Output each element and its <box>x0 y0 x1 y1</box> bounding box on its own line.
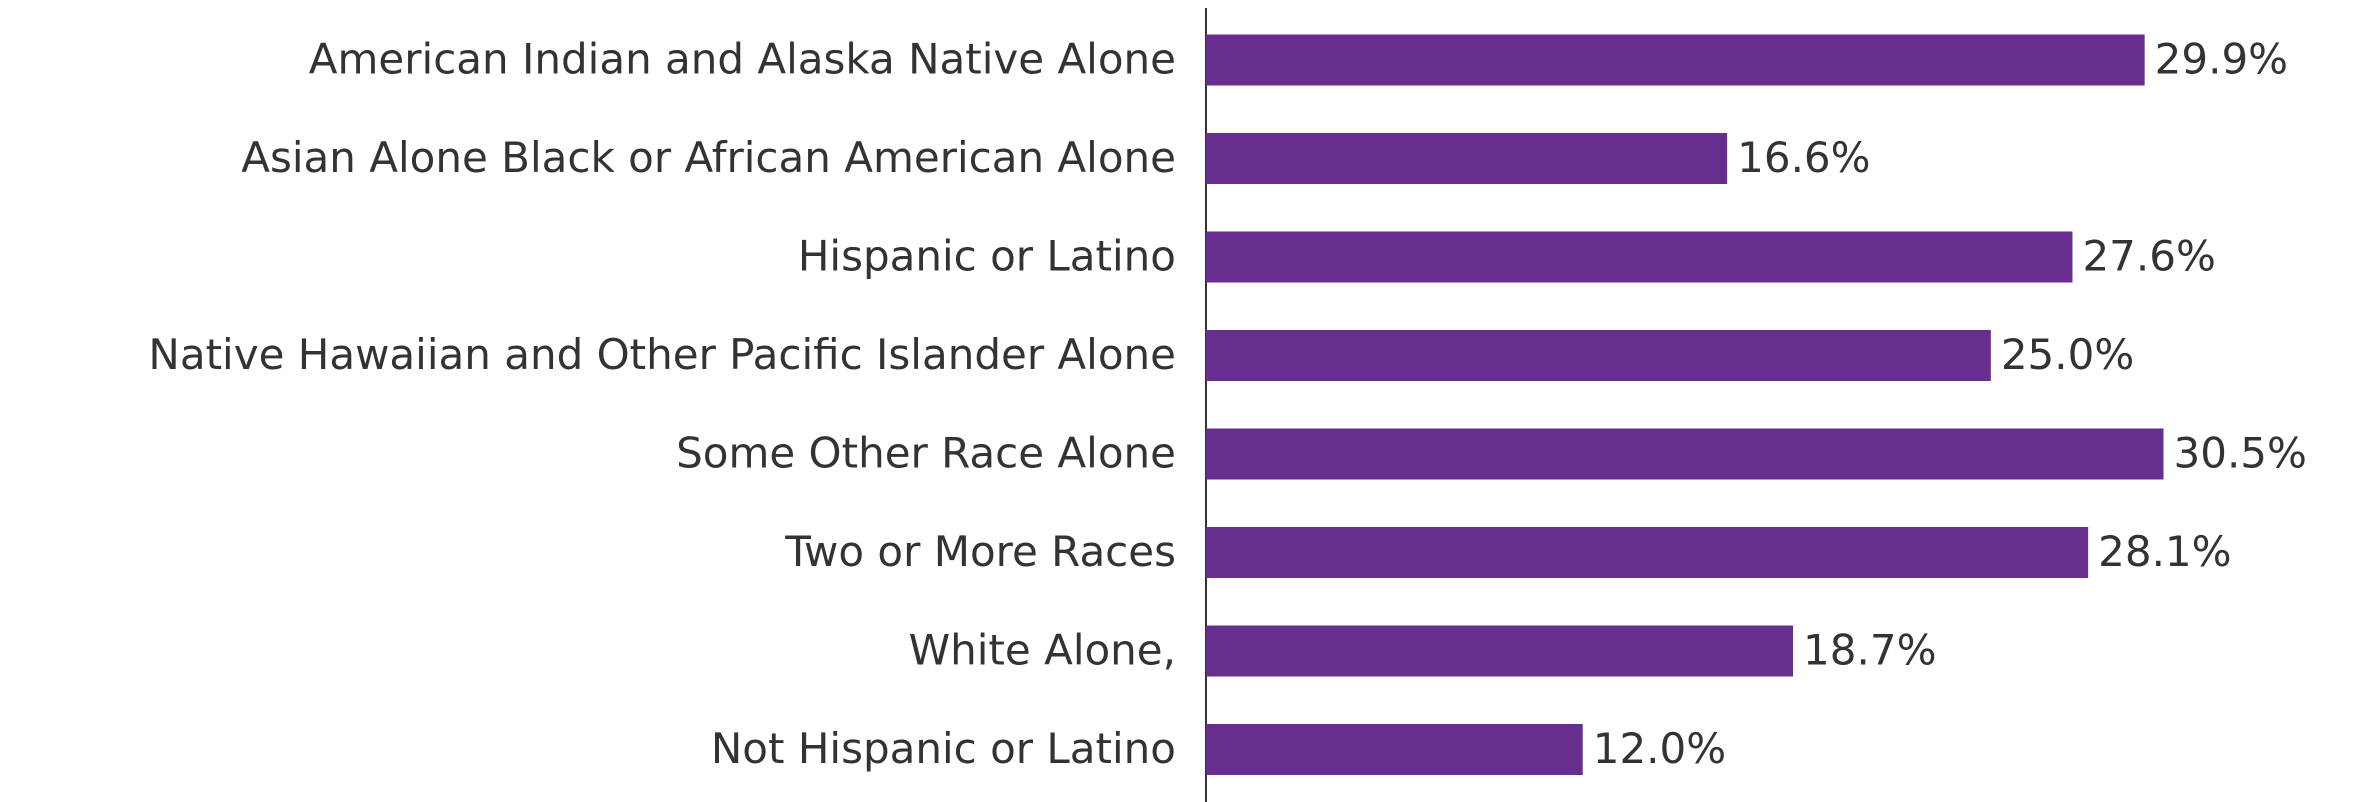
value-label: 27.6% <box>2082 232 2215 281</box>
y-tick-label: Two or More Races <box>784 527 1176 576</box>
bar <box>1206 133 1728 184</box>
bar <box>1206 724 1583 775</box>
value-label: 28.1% <box>2098 527 2231 576</box>
y-tick-label: American Indian and Alaska Native Alone <box>309 35 1176 84</box>
bar <box>1206 428 2164 480</box>
y-tick-label: Some Other Race Alone <box>676 429 1176 478</box>
bar <box>1206 231 2073 283</box>
bar <box>1206 625 1794 677</box>
y-tick-label: Native Hawaiian and Other Pacific Island… <box>148 330 1176 379</box>
y-tick-label: White Alone, <box>909 626 1176 675</box>
bar <box>1206 34 2145 86</box>
y-tick-label: Hispanic or Latino <box>798 232 1176 281</box>
value-label: 18.7% <box>1803 626 1936 675</box>
value-label: 16.6% <box>1737 133 1870 182</box>
value-label: 30.5% <box>2174 429 2307 478</box>
bar <box>1206 527 2089 578</box>
value-label: 12.0% <box>1593 724 1726 773</box>
value-label: 29.9% <box>2155 35 2288 84</box>
y-tick-label: Not Hispanic or Latino <box>711 724 1176 773</box>
value-label: 25.0% <box>2001 330 2134 379</box>
bar <box>1206 330 1991 381</box>
y-tick-label: Asian Alone Black or African American Al… <box>241 133 1176 182</box>
